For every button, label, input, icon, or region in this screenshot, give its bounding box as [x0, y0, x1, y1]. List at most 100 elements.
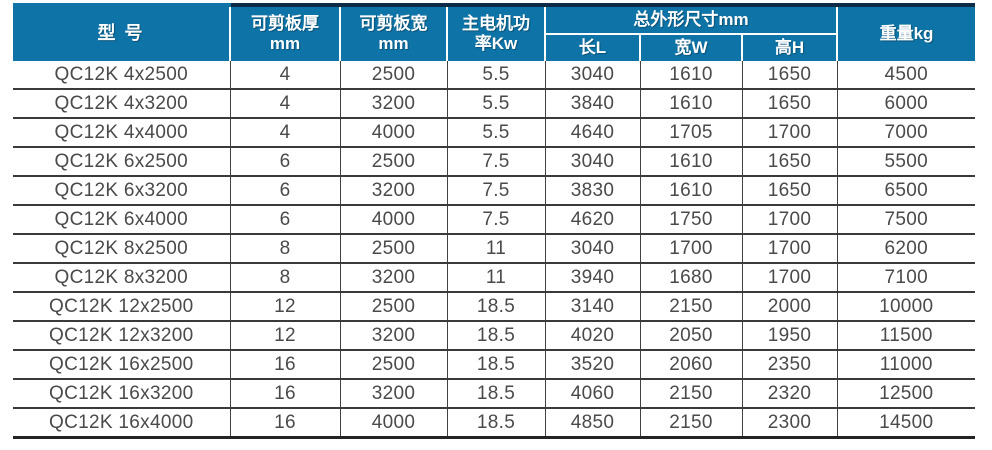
- cell-power: 18.5: [446, 408, 545, 439]
- cell-weight: 6500: [836, 176, 975, 206]
- table-row: QC12K 4x3200 4 3200 5.5 3840 1610 1650 6…: [13, 89, 975, 119]
- cell-height: 2000: [741, 292, 837, 322]
- cell-width: 3200: [339, 263, 447, 293]
- table-row: QC12K 4x2500 4 2500 5.5 3040 1610 1650 4…: [13, 61, 975, 90]
- cell-model: QC12K 12x3200: [13, 321, 230, 351]
- cell-width: 3200: [339, 379, 447, 409]
- cell-weight: 11000: [836, 350, 975, 380]
- cell-thickness: 6: [229, 147, 340, 177]
- cell-dim-width: 1705: [639, 118, 742, 148]
- table-row: QC12K 16x4000 16 4000 18.5 4850 2150 230…: [13, 408, 975, 439]
- cell-width: 2500: [339, 234, 447, 264]
- cell-dim-width: 2150: [639, 292, 742, 322]
- col-header-weight: 重量kg: [836, 3, 975, 61]
- cell-power: 11: [446, 263, 545, 293]
- cell-model: QC12K 6x3200: [13, 176, 230, 206]
- cell-height: 1950: [741, 321, 837, 351]
- cell-power: 18.5: [446, 350, 545, 380]
- table-row: QC12K 6x3200 6 3200 7.5 3830 1610 1650 6…: [13, 176, 975, 206]
- cell-thickness: 12: [229, 292, 340, 322]
- cell-thickness: 16: [229, 379, 340, 409]
- cell-thickness: 4: [229, 89, 340, 119]
- cell-model: QC12K 16x3200: [13, 379, 230, 409]
- cell-length: 3940: [544, 263, 640, 293]
- col-header-model: 型 号: [13, 3, 230, 61]
- cell-power: 18.5: [446, 292, 545, 322]
- spec-table-header: 型 号 可剪板厚 mm 可剪板宽 mm 主电机功 率Kw 总外形尺寸mm 重量k…: [13, 3, 975, 61]
- cell-weight: 7100: [836, 263, 975, 293]
- col-header-power: 主电机功 率Kw: [446, 3, 545, 61]
- cell-weight: 5500: [836, 147, 975, 177]
- table-row: QC12K 6x4000 6 4000 7.5 4620 1750 1700 7…: [13, 205, 975, 235]
- cell-model: QC12K 4x4000: [13, 118, 230, 148]
- cell-dim-width: 2050: [639, 321, 742, 351]
- cell-thickness: 4: [229, 61, 340, 90]
- cell-power: 7.5: [446, 147, 545, 177]
- col-header-power-line1: 主电机功: [462, 13, 530, 33]
- cell-thickness: 8: [229, 234, 340, 264]
- cell-length: 3040: [544, 61, 640, 90]
- cell-model: QC12K 4x3200: [13, 89, 230, 119]
- cell-length: 4020: [544, 321, 640, 351]
- cell-thickness: 8: [229, 263, 340, 293]
- cell-weight: 7500: [836, 205, 975, 235]
- cell-weight: 11500: [836, 321, 975, 351]
- cell-length: 3840: [544, 89, 640, 119]
- col-header-dim-width: 宽W: [639, 34, 742, 61]
- cell-height: 2300: [741, 408, 837, 439]
- cell-length: 3520: [544, 350, 640, 380]
- cell-height: 1650: [741, 147, 837, 177]
- cell-dim-width: 1610: [639, 147, 742, 177]
- cell-height: 1700: [741, 234, 837, 264]
- cell-power: 18.5: [446, 379, 545, 409]
- cell-power: 5.5: [446, 61, 545, 90]
- cell-thickness: 6: [229, 176, 340, 206]
- table-row: QC12K 12x3200 12 3200 18.5 4020 2050 195…: [13, 321, 975, 351]
- cell-width: 4000: [339, 205, 447, 235]
- cell-height: 1700: [741, 205, 837, 235]
- cell-model: QC12K 4x2500: [13, 61, 230, 90]
- table-row: QC12K 16x3200 16 3200 18.5 4060 2150 232…: [13, 379, 975, 409]
- cell-thickness: 12: [229, 321, 340, 351]
- table-row: QC12K 8x2500 8 2500 11 3040 1700 1700 62…: [13, 234, 975, 264]
- col-header-power-line2: 率Kw: [474, 34, 518, 53]
- cell-width: 4000: [339, 118, 447, 148]
- cell-weight: 6000: [836, 89, 975, 119]
- cell-height: 1650: [741, 89, 837, 119]
- cell-dim-width: 1610: [639, 61, 742, 90]
- cell-width: 4000: [339, 408, 447, 439]
- cell-width: 2500: [339, 350, 447, 380]
- cell-width: 3200: [339, 321, 447, 351]
- cell-dim-width: 1750: [639, 205, 742, 235]
- table-row: QC12K 16x2500 16 2500 18.5 3520 2060 235…: [13, 350, 975, 380]
- cell-model: QC12K 12x2500: [13, 292, 230, 322]
- col-header-thickness-line2: mm: [269, 34, 301, 53]
- cell-thickness: 16: [229, 408, 340, 439]
- cell-power: 5.5: [446, 89, 545, 119]
- table-row: QC12K 4x4000 4 4000 5.5 4640 1705 1700 7…: [13, 118, 975, 148]
- cell-length: 4640: [544, 118, 640, 148]
- cell-length: 4620: [544, 205, 640, 235]
- cell-width: 3200: [339, 176, 447, 206]
- cell-model: QC12K 8x2500: [13, 234, 230, 264]
- cell-dim-width: 2150: [639, 408, 742, 439]
- cell-power: 5.5: [446, 118, 545, 148]
- cell-length: 3040: [544, 147, 640, 177]
- col-header-width-line1: 可剪板宽: [359, 13, 428, 33]
- cell-width: 2500: [339, 292, 447, 322]
- cell-power: 7.5: [446, 205, 545, 235]
- cell-weight: 7000: [836, 118, 975, 148]
- cell-model: QC12K 16x4000: [13, 408, 230, 439]
- cell-height: 1700: [741, 263, 837, 293]
- cell-thickness: 16: [229, 350, 340, 380]
- cell-height: 1700: [741, 118, 837, 148]
- cell-width: 2500: [339, 61, 447, 90]
- cell-length: 4060: [544, 379, 640, 409]
- cell-height: 1650: [741, 176, 837, 206]
- cell-power: 18.5: [446, 321, 545, 351]
- col-header-width: 可剪板宽 mm: [339, 3, 447, 61]
- cell-dim-width: 1700: [639, 234, 742, 264]
- cell-height: 2320: [741, 379, 837, 409]
- cell-width: 3200: [339, 89, 447, 119]
- cell-length: 3830: [544, 176, 640, 206]
